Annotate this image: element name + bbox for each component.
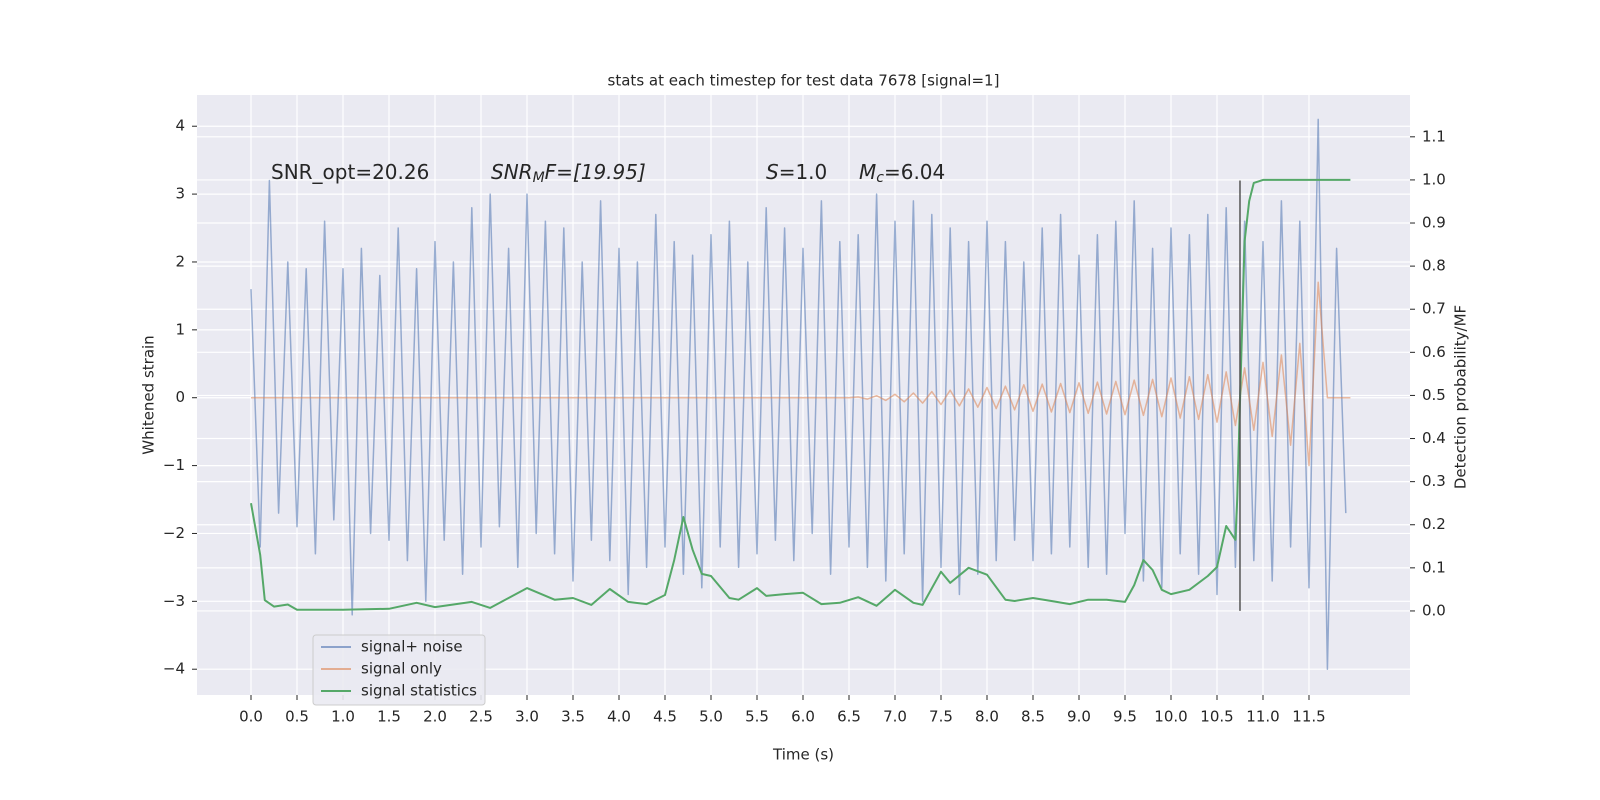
annotation-part: S xyxy=(766,160,779,184)
y-tick-label: 3 xyxy=(175,185,185,203)
x-tick-label: 7.0 xyxy=(883,708,907,726)
x-tick-label: 11.5 xyxy=(1292,708,1325,726)
y-tick-label: 0 xyxy=(175,388,185,406)
series-line xyxy=(250,178,1351,611)
y2-tick-label: 0.0 xyxy=(1422,601,1446,619)
x-tick-label: 4.0 xyxy=(607,708,631,726)
x-tick-label: 9.0 xyxy=(1067,708,1091,726)
x-tick-label: 2.5 xyxy=(469,708,493,726)
legend-box xyxy=(312,634,486,706)
x-tick-label: 8.0 xyxy=(975,708,999,726)
y2-tick-label: 0.2 xyxy=(1422,515,1446,533)
y2-tick-label: 1.0 xyxy=(1422,170,1446,188)
y2-tick-label: 0.7 xyxy=(1422,300,1446,318)
annotation-sub: c xyxy=(876,170,884,186)
annotation: SNR_opt=20.26 xyxy=(271,160,429,184)
y2-tick-label: 0.1 xyxy=(1422,558,1446,576)
annotation: Mc=6.04 xyxy=(859,160,945,187)
x-tick-label: 10.0 xyxy=(1154,708,1187,726)
y2-tick-label: 0.8 xyxy=(1422,257,1446,275)
annotation-sub: M xyxy=(533,170,545,186)
annotation-part: =6.04 xyxy=(884,160,945,184)
x-tick-label: 8.5 xyxy=(1021,708,1045,726)
x-tick-label: 3.0 xyxy=(515,708,539,726)
y-tick-label: 2 xyxy=(175,252,185,270)
y2-tick-label: 0.4 xyxy=(1422,429,1446,447)
y-tick-label: −1 xyxy=(163,456,185,474)
y2-tick-label: 0.9 xyxy=(1422,214,1446,232)
x-tick-label: 7.5 xyxy=(929,708,953,726)
legend-label: signal only xyxy=(361,660,442,678)
x-tick-label: 6.5 xyxy=(837,708,861,726)
x-tick-label: 10.5 xyxy=(1200,708,1233,726)
annotation-part: =1.0 xyxy=(779,160,828,184)
annotation-part: SNR_opt=20.26 xyxy=(271,160,429,184)
chart-title: stats at each timestep for test data 767… xyxy=(608,72,1000,90)
y-tick-label: 1 xyxy=(175,320,185,338)
x-tick-label: 0.0 xyxy=(239,708,263,726)
x-tick-label: 1.0 xyxy=(331,708,355,726)
legend-label: signal statistics xyxy=(361,682,477,700)
x-tick-label: 2.0 xyxy=(423,708,447,726)
annotation-part: F=[19.95] xyxy=(545,160,646,184)
x-tick-label: 9.5 xyxy=(1113,708,1137,726)
annotation: S=1.0 xyxy=(766,160,827,184)
series-line xyxy=(250,118,1347,670)
y-tick-label: −4 xyxy=(163,660,185,678)
y2-tick-label: 0.6 xyxy=(1422,343,1446,361)
x-tick-label: 1.5 xyxy=(377,708,401,726)
x-tick-label: 6.0 xyxy=(791,708,815,726)
y-tick-label: −2 xyxy=(163,524,185,542)
annotation-part: SNR xyxy=(491,160,533,184)
x-tick-label: 4.5 xyxy=(653,708,677,726)
y2-tick-label: 0.3 xyxy=(1422,472,1446,490)
x-axis-label: Time (s) xyxy=(772,746,834,764)
series-line xyxy=(251,281,1351,467)
x-tick-label: 3.5 xyxy=(561,708,585,726)
legend-label: signal+ noise xyxy=(361,638,463,656)
x-tick-label: 11.0 xyxy=(1246,708,1279,726)
y2-axis-label: Detection probability/MF xyxy=(1452,305,1470,489)
annotation: SNRMF=[19.95] xyxy=(491,160,646,187)
y-tick-label: 4 xyxy=(175,117,185,135)
y-tick-label: −3 xyxy=(163,592,185,610)
annotation-part: M xyxy=(859,160,876,184)
x-tick-label: 0.5 xyxy=(285,708,309,726)
x-tick-label: 5.5 xyxy=(745,708,769,726)
y-axis-label: Whitened strain xyxy=(140,335,158,454)
y2-tick-label: 0.5 xyxy=(1422,386,1446,404)
x-tick-label: 5.0 xyxy=(699,708,723,726)
y2-tick-label: 1.1 xyxy=(1422,127,1446,145)
